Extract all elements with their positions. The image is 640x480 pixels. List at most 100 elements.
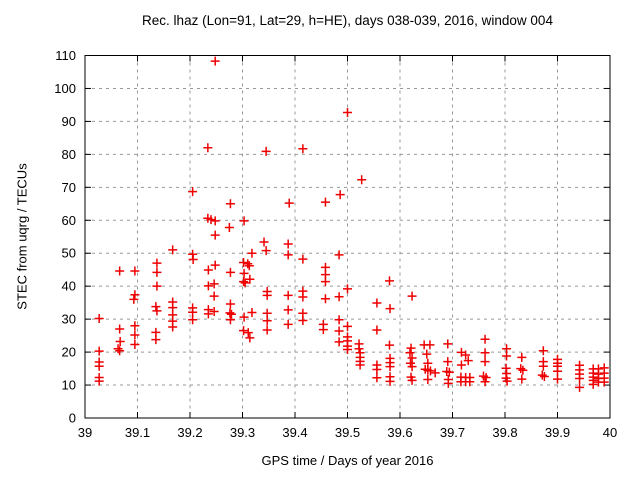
x-tick-label: 39.6 [387, 425, 412, 440]
data-point [407, 375, 417, 385]
data-point [243, 259, 253, 269]
data-point [168, 322, 178, 332]
y-tick-label: 90 [62, 114, 76, 129]
data-point [405, 348, 415, 358]
data-point [456, 360, 466, 370]
data-point [283, 250, 293, 260]
data-point [518, 365, 528, 375]
x-tick-label: 40 [603, 425, 617, 440]
data-point [130, 266, 140, 276]
data-point [334, 292, 344, 302]
data-point [239, 326, 249, 336]
data-point [152, 306, 162, 316]
data-point [262, 290, 272, 300]
data-point [130, 321, 140, 331]
data-point [283, 239, 293, 249]
data-point [538, 346, 548, 356]
data-point [283, 290, 293, 300]
data-point [239, 257, 249, 267]
data-point [209, 291, 219, 301]
x-tick-label: 39.5 [335, 425, 360, 440]
data-point [188, 254, 198, 264]
data-point [151, 335, 161, 345]
data-point [372, 373, 382, 383]
data-point [226, 309, 236, 319]
x-axis-title: GPS time / Days of year 2016 [261, 453, 434, 468]
data-point [298, 315, 308, 325]
data-point [210, 216, 220, 226]
data-point [225, 315, 235, 325]
y-tick-label: 80 [62, 147, 76, 162]
data-point [247, 308, 257, 318]
data-point [130, 290, 140, 300]
data-point [406, 343, 416, 353]
data-point [553, 366, 562, 376]
data-point [115, 324, 125, 334]
data-point [480, 377, 490, 387]
data-point [516, 364, 526, 374]
x-tick-label: 39.4 [282, 425, 307, 440]
data-point [444, 367, 454, 377]
y-tick-label: 40 [62, 279, 76, 294]
data-point [480, 334, 490, 344]
data-point [115, 266, 125, 276]
data-point [430, 368, 440, 378]
data-point [588, 379, 598, 389]
data-point [334, 315, 344, 325]
data-point [372, 325, 382, 335]
data-point [343, 321, 352, 331]
data-point [334, 337, 344, 347]
x-tick-label: 39.8 [492, 425, 517, 440]
y-tick-label: 50 [62, 246, 76, 261]
data-point [94, 376, 104, 386]
data-point [385, 304, 395, 314]
data-point [225, 199, 235, 209]
data-point [354, 344, 364, 354]
data-point [407, 353, 417, 363]
data-point [461, 350, 471, 360]
data-point [94, 346, 104, 356]
data-point [343, 284, 352, 294]
data-point [115, 346, 125, 356]
y-tick-label: 100 [54, 81, 76, 96]
data-point [210, 230, 220, 240]
data-point [261, 246, 271, 256]
data-point [113, 344, 123, 354]
data-point [355, 360, 365, 370]
data-point [209, 279, 219, 289]
data-point [225, 299, 235, 309]
data-point [385, 340, 394, 350]
data-point [335, 190, 345, 200]
data-point [239, 216, 249, 226]
y-tick-label: 60 [62, 213, 76, 228]
data-point [210, 260, 220, 270]
data-point [443, 357, 453, 367]
y-tick-label: 10 [62, 378, 76, 393]
data-point [151, 302, 161, 312]
data-point [188, 307, 198, 317]
data-point [152, 258, 162, 268]
data-point [443, 378, 453, 388]
data-point [539, 371, 549, 381]
data-point [343, 108, 352, 118]
data-point [239, 312, 249, 322]
data-point [283, 319, 293, 329]
x-tick-label: 39.2 [177, 425, 202, 440]
data-point [115, 337, 125, 347]
data-point [343, 344, 352, 354]
data-point [245, 333, 255, 343]
data-point [318, 325, 328, 335]
data-point [517, 352, 527, 362]
data-point [261, 146, 271, 156]
data-point [480, 348, 490, 358]
data-point [502, 376, 512, 386]
data-point [320, 197, 330, 207]
data-point [240, 278, 250, 288]
data-point [168, 245, 178, 255]
data-point [422, 349, 432, 359]
data-point [284, 198, 294, 208]
data-point [599, 377, 609, 387]
data-point [259, 237, 269, 247]
data-point [225, 267, 235, 277]
